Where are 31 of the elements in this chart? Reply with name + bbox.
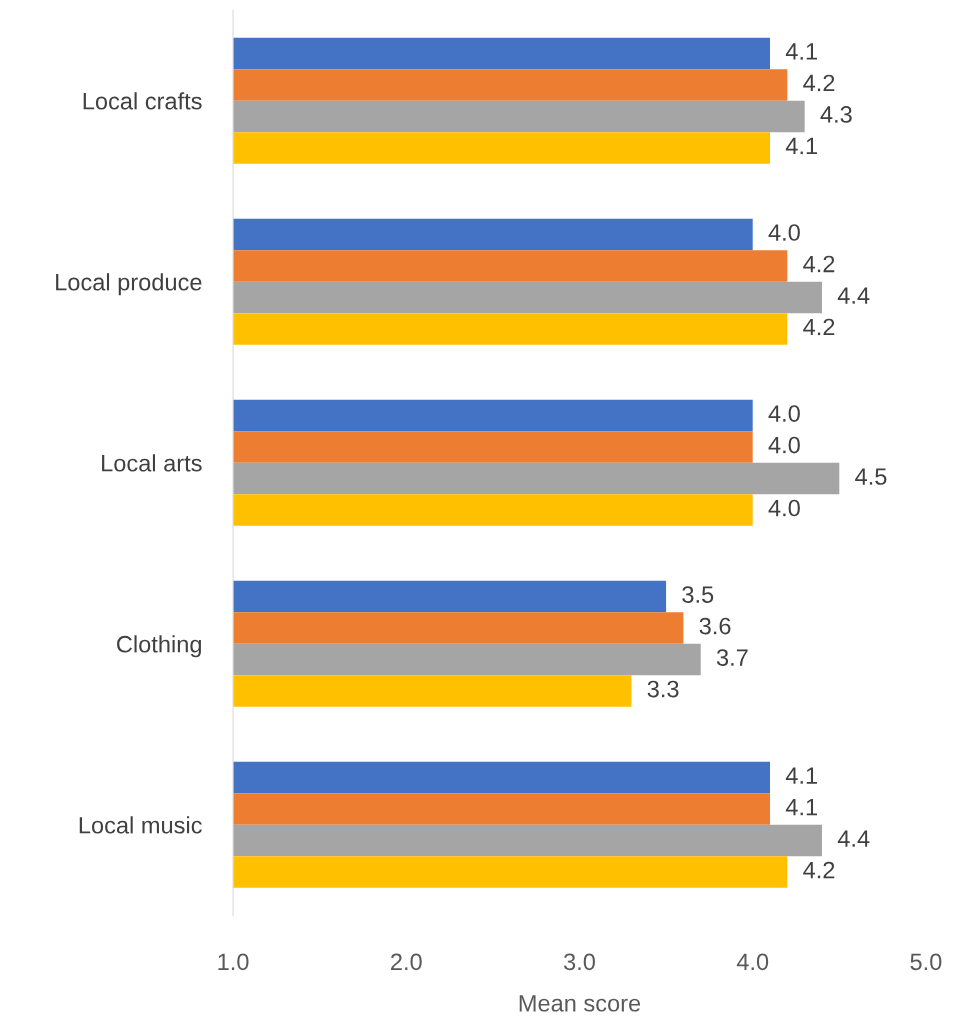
data-label: 4.1 (785, 798, 817, 816)
data-label: 3.5 (682, 586, 714, 603)
x-tick-label: 5.0 (910, 953, 942, 971)
data-label: 3.6 (699, 617, 731, 635)
y-tick-label: Local arts (102, 454, 202, 472)
data-label: 3.7 (716, 649, 748, 666)
data-label: 3.3 (647, 680, 679, 698)
data-label: 4.3 (820, 106, 852, 123)
data-label: 4.0 (768, 224, 800, 241)
data-label: 4.1 (785, 137, 817, 155)
data-label: 4.5 (855, 468, 887, 485)
data-label: 4.2 (803, 861, 835, 879)
x-tick-label: 3.0 (563, 953, 595, 971)
y-tick-label: Local music (79, 816, 202, 834)
data-label: 4.2 (803, 74, 835, 92)
x-tick-label: 2.0 (391, 953, 422, 971)
data-label: 4.2 (803, 255, 835, 273)
y-tick-label: Local produce (56, 273, 202, 296)
x-tick-label: 4.0 (736, 953, 769, 971)
y-tick-label: Clothing (117, 635, 201, 658)
y-tick-label: Local crafts (83, 92, 202, 110)
data-label: 4.2 (803, 318, 835, 336)
data-label: 4.1 (785, 43, 817, 60)
x-tick-label: 1.0 (218, 953, 249, 971)
data-label: 4.0 (768, 405, 800, 422)
x-axis-title: Mean score (519, 995, 641, 1012)
data-label: 4.0 (768, 499, 800, 517)
data-label: 4.0 (768, 436, 800, 454)
data-label: 4.4 (837, 830, 870, 847)
data-label: 4.4 (837, 287, 870, 304)
data-label: 4.1 (785, 767, 817, 784)
